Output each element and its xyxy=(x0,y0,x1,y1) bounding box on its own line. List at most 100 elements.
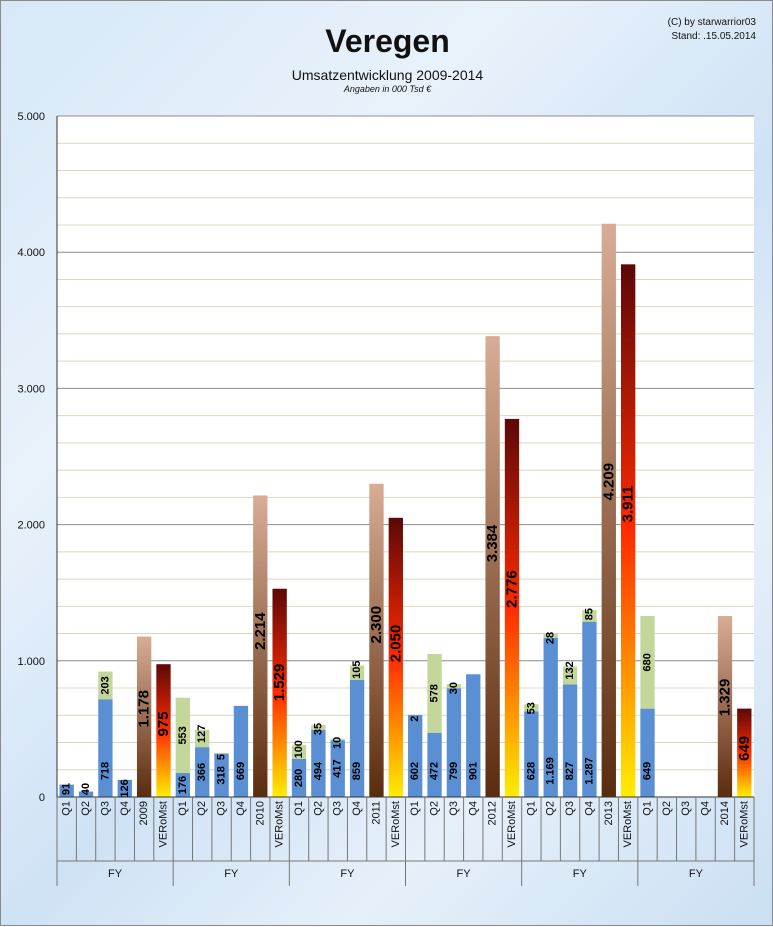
increment-bar xyxy=(214,753,228,754)
category-label: Q1 xyxy=(409,801,421,816)
veromst-value-label: 1.529 xyxy=(271,664,288,702)
category-label: Q2 xyxy=(545,801,557,816)
group-label: FY xyxy=(340,868,355,880)
category-label: 2011 xyxy=(370,801,382,825)
category-label: Q3 xyxy=(448,801,460,816)
group-label: FY xyxy=(457,868,472,880)
increment-value-label: 2 xyxy=(409,716,421,722)
increment-value-label: 53 xyxy=(525,702,537,714)
category-label: 2012 xyxy=(487,801,499,825)
increment-value-label: 132 xyxy=(564,661,576,679)
increment-value-label: 10 xyxy=(332,737,344,749)
fiscal-year-value-label: 2.300 xyxy=(368,606,385,644)
increment-value-label: 680 xyxy=(642,653,654,671)
quarter-bar xyxy=(408,715,422,797)
category-label: Q1 xyxy=(642,801,654,816)
quarter-value-label: 176 xyxy=(177,776,189,794)
category-label: VERoMst xyxy=(506,801,518,847)
category-label: VERoMst xyxy=(157,801,169,847)
category-label: Q2 xyxy=(80,801,92,816)
increment-value-label: 105 xyxy=(351,661,363,679)
fiscal-year-bar xyxy=(602,224,616,797)
quarter-value-label: 718 xyxy=(99,762,111,780)
veromst-value-label: 2.776 xyxy=(503,570,520,608)
veromst-value-label: 649 xyxy=(736,736,753,761)
category-label: Q2 xyxy=(312,801,324,816)
increment-value-label: 553 xyxy=(177,726,189,744)
category-label: Q2 xyxy=(429,801,441,816)
category-label: Q4 xyxy=(467,801,479,816)
quarter-value-label: 649 xyxy=(642,762,654,780)
category-label: VERoMst xyxy=(274,801,286,847)
fiscal-year-value-label: 4.209 xyxy=(600,463,617,501)
y-axis: 0 1.000 2.000 3.000 4.000 5.000 xyxy=(17,111,57,804)
category-label: Q1 xyxy=(293,801,305,816)
quarter-value-label: 40 xyxy=(80,783,92,795)
category-label: Q4 xyxy=(700,801,712,816)
fiscal-year-value-label: 2.214 xyxy=(252,612,269,650)
fiscal-year-bar xyxy=(485,336,499,797)
quarter-bar xyxy=(524,711,538,797)
y-tick-label: 3.000 xyxy=(17,383,45,395)
category-label: Q1 xyxy=(525,801,537,816)
fiscal-year-value-label: 1.329 xyxy=(716,679,733,717)
quarter-value-label: 318 xyxy=(216,766,228,784)
category-label: VERoMst xyxy=(390,801,402,847)
increment-value-label: 100 xyxy=(293,740,305,758)
increment-value-label: 85 xyxy=(583,608,595,620)
category-label: Q3 xyxy=(99,801,111,816)
category-label: 2014 xyxy=(719,801,731,825)
group-label: FY xyxy=(224,868,239,880)
quarter-value-label: 280 xyxy=(293,769,305,787)
quarter-bar xyxy=(640,709,654,797)
quarter-value-label: 1.169 xyxy=(545,757,557,785)
category-label: Q4 xyxy=(583,801,595,816)
y-tick-label: 4.000 xyxy=(17,247,45,259)
category-label: Q3 xyxy=(216,801,228,816)
category-label: 2009 xyxy=(138,801,150,825)
category-label: 2010 xyxy=(254,801,266,825)
quarter-value-label: 827 xyxy=(564,762,576,780)
veromst-value-label: 975 xyxy=(155,711,172,736)
quarter-value-label: 799 xyxy=(448,762,460,780)
y-tick-label: 2.000 xyxy=(17,520,45,532)
category-label: Q4 xyxy=(235,801,247,816)
increment-value-label: 203 xyxy=(99,676,111,694)
quarter-bar xyxy=(98,699,112,797)
quarter-value-label: 366 xyxy=(196,763,208,781)
quarter-value-label: 901 xyxy=(467,762,479,780)
category-label: VERoMst xyxy=(738,801,750,847)
category-label: Q3 xyxy=(332,801,344,816)
quarter-value-label: 1.287 xyxy=(583,757,595,785)
veromst-bar xyxy=(621,264,635,797)
veromst-value-label: 3.911 xyxy=(620,486,637,523)
category-label: Q2 xyxy=(196,801,208,816)
category-label: Q4 xyxy=(119,801,131,816)
quarter-value-label: 602 xyxy=(409,762,421,780)
quarter-value-label: 417 xyxy=(332,759,344,777)
fiscal-year-value-label: 3.384 xyxy=(484,524,501,562)
group-label: FY xyxy=(689,868,704,880)
category-label: 2013 xyxy=(603,801,615,825)
group-label: FY xyxy=(573,868,588,880)
increment-value-label: 127 xyxy=(196,725,208,743)
group-label: FY xyxy=(108,868,123,880)
quarter-value-label: 494 xyxy=(312,761,324,780)
increment-value-label: 30 xyxy=(448,682,460,694)
increment-value-label: 28 xyxy=(545,632,557,644)
y-tick-label: 5.000 xyxy=(17,111,45,123)
y-tick-label: 1.000 xyxy=(17,656,45,668)
quarter-value-label: 91 xyxy=(61,783,73,795)
category-label: Q3 xyxy=(680,801,692,816)
category-label: VERoMst xyxy=(622,801,634,847)
category-label: Q1 xyxy=(177,801,189,816)
y-tick-label: 0 xyxy=(39,792,45,804)
quarter-value-label: 859 xyxy=(351,762,363,780)
increment-value-label: 5 xyxy=(216,754,228,760)
veromst-value-label: 2.050 xyxy=(387,625,404,663)
category-label: Q3 xyxy=(564,801,576,816)
category-label: Q2 xyxy=(661,801,673,816)
increment-value-label: 35 xyxy=(312,723,324,735)
